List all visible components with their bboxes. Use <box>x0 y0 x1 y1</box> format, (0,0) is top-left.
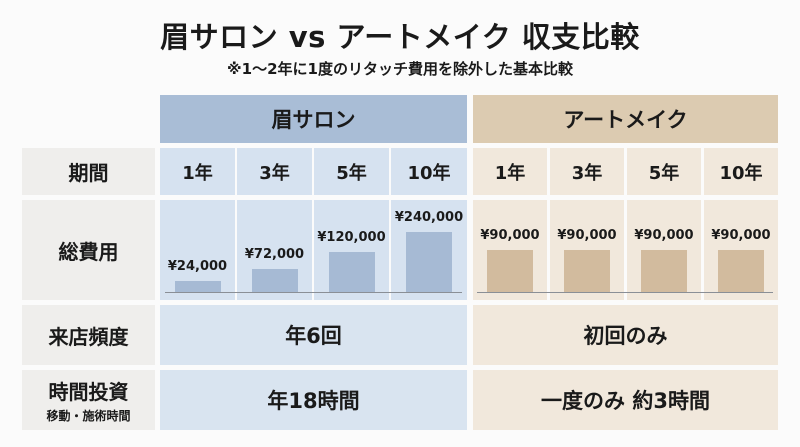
salon-period-1: 1年 <box>160 148 235 195</box>
row-label-total-cost: 総費用 <box>22 200 155 300</box>
row-label-time-investment-note: 移動・施術時間 <box>46 409 131 423</box>
row-label-period-text: 期間 <box>68 161 109 185</box>
artmake-period-1: 1年 <box>473 148 547 195</box>
cost-label: ¥90,000 <box>557 228 617 243</box>
cost-bar <box>564 250 610 292</box>
cost-bar <box>251 269 298 292</box>
artmake-visit-frequency-text: 初回のみ <box>583 324 668 348</box>
artmake-period-10: 10年 <box>704 148 778 195</box>
row-label-total-cost-text: 総費用 <box>58 239 119 264</box>
period-text: 1年 <box>182 162 213 184</box>
salon-chart-baseline <box>165 292 462 293</box>
artmake-period-5: 5年 <box>627 148 701 195</box>
salon-time-investment: 年18時間 <box>160 370 467 430</box>
column-header-salon: 眉サロン <box>160 95 467 143</box>
cost-bar <box>174 281 221 292</box>
salon-period-10: 10年 <box>391 148 467 195</box>
artmake-cost-5: ¥90,000 <box>627 200 701 300</box>
cost-label: ¥90,000 <box>711 228 771 243</box>
period-text: 5年 <box>336 162 367 184</box>
cost-label: ¥240,000 <box>394 210 464 225</box>
cost-bar <box>406 232 452 292</box>
period-text: 10年 <box>407 162 451 184</box>
row-label-time-investment-text: 時間投資 <box>48 380 129 404</box>
row-label-visit-frequency: 来店頻度 <box>22 305 155 365</box>
artmake-cost-3: ¥90,000 <box>550 200 624 300</box>
row-label-time-investment: 時間投資 移動・施術時間 <box>22 370 155 430</box>
cost-bar <box>328 252 375 292</box>
cost-bar <box>641 250 687 292</box>
artmake-cost-10: ¥90,000 <box>704 200 778 300</box>
page-title: 眉サロン vs アートメイク 収支比較 <box>160 20 640 54</box>
column-header-artmake: アートメイク <box>473 95 778 143</box>
salon-cost-1: ¥24,000 <box>160 200 235 300</box>
salon-cost-10: ¥240,000 <box>391 200 467 300</box>
period-text: 3年 <box>259 162 290 184</box>
cost-label: ¥72,000 <box>244 247 305 262</box>
artmake-cost-1: ¥90,000 <box>473 200 547 300</box>
period-text: 5年 <box>648 162 680 184</box>
cost-label: ¥90,000 <box>480 228 540 243</box>
cost-label: ¥120,000 <box>317 230 386 245</box>
period-text: 3年 <box>571 162 603 184</box>
salon-period-3: 3年 <box>237 148 312 195</box>
column-header-salon-label: 眉サロン <box>271 108 356 132</box>
artmake-period-3: 3年 <box>550 148 624 195</box>
row-label-period: 期間 <box>22 148 155 195</box>
artmake-visit-frequency: 初回のみ <box>473 305 778 365</box>
artmake-chart-baseline <box>477 292 773 293</box>
salon-period-5: 5年 <box>314 148 389 195</box>
salon-cost-5: ¥120,000 <box>314 200 389 300</box>
column-header-artmake-label: アートメイク <box>563 108 688 132</box>
salon-visit-frequency-text: 年6回 <box>285 324 342 348</box>
salon-visit-frequency: 年6回 <box>160 305 467 365</box>
cost-label: ¥90,000 <box>634 228 694 243</box>
period-text: 10年 <box>719 162 763 184</box>
row-label-visit-frequency-text: 来店頻度 <box>48 324 129 349</box>
artmake-time-investment: 一度のみ 約3時間 <box>473 370 778 430</box>
cost-label: ¥24,000 <box>167 259 228 274</box>
salon-time-investment-text: 年18時間 <box>267 389 360 413</box>
period-text: 1年 <box>494 162 526 184</box>
cost-bar <box>487 250 533 292</box>
page-subtitle: ※1〜2年に1度のリタッチ費用を除外した基本比較 <box>227 60 573 78</box>
cost-bar <box>718 250 764 292</box>
salon-cost-3: ¥72,000 <box>237 200 312 300</box>
artmake-time-investment-text: 一度のみ 約3時間 <box>541 389 710 413</box>
